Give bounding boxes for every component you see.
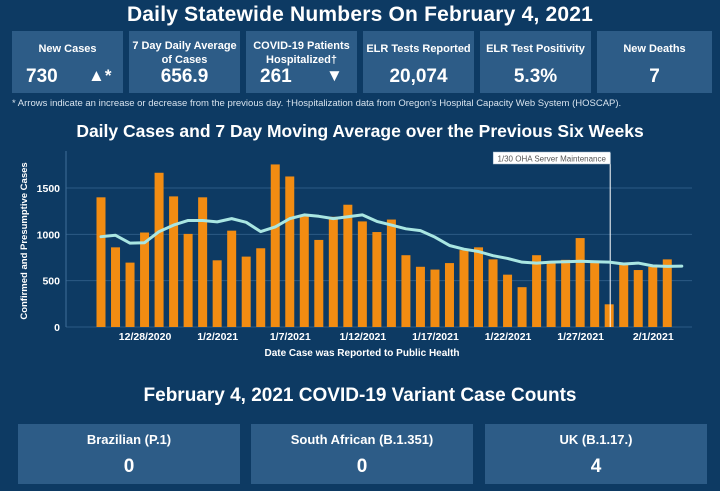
card-elr-tests[interactable]: ELR Tests Reported 20,074: [363, 31, 474, 93]
card-label: New Deaths: [623, 43, 686, 55]
y-tick-label: 1500: [37, 183, 61, 195]
bar-daily-cases: [183, 233, 193, 327]
bar-daily-cases: [198, 197, 208, 327]
variant-value: 4: [590, 456, 602, 477]
card-value: 5.3%: [513, 66, 558, 87]
card-label: New Cases: [38, 43, 97, 55]
bar-daily-cases: [590, 262, 600, 327]
variant-value: 0: [123, 456, 135, 477]
bar-daily-cases: [415, 266, 425, 327]
chart-title: Daily Cases and 7 Day Moving Average ove…: [76, 121, 644, 141]
bar-daily-cases: [604, 304, 614, 327]
bar-daily-cases: [96, 197, 106, 327]
bar-daily-cases: [401, 255, 411, 327]
card-value: 20,074: [389, 66, 448, 87]
x-tick-label: 1/17/2021: [412, 331, 459, 343]
bar-daily-cases: [488, 259, 498, 327]
bar-daily-cases: [343, 204, 353, 327]
x-axis-title: Date Case was Reported to Public Health: [264, 348, 459, 359]
bar-daily-cases: [430, 269, 440, 327]
variant-card-brazilian[interactable]: Brazilian (P.1) 0: [18, 424, 240, 484]
bar-daily-cases: [125, 262, 135, 327]
variant-card-uk[interactable]: UK (B.1.17.) 4: [485, 424, 707, 484]
up-arrow-icon: ▲*: [88, 66, 112, 85]
bar-daily-cases: [503, 274, 513, 327]
x-tick-label: 1/12/2021: [340, 331, 387, 343]
bar-daily-cases: [357, 221, 367, 327]
x-tick-label: 1/7/2021: [270, 331, 311, 343]
card-label: 7 Day Daily Average of Cases: [132, 40, 237, 66]
variant-label: UK (B.1.17.): [559, 432, 633, 447]
x-tick-label: 1/27/2021: [557, 331, 604, 343]
bar-daily-cases: [459, 250, 469, 327]
variant-card-south-african[interactable]: South African (B.1.351) 0: [251, 424, 473, 484]
bar-daily-cases: [633, 270, 643, 327]
footnote: * Arrows indicate an increase or decreas…: [12, 98, 622, 109]
annotation-label: 1/30 OHA Server Maintenance: [497, 155, 606, 164]
bar-daily-cases: [532, 255, 542, 327]
x-tick-label: 12/28/2020: [119, 331, 172, 343]
card-value: 7: [649, 66, 660, 87]
bar-daily-cases: [619, 263, 629, 327]
card-value: 730: [26, 66, 58, 87]
card-7day-average[interactable]: 7 Day Daily Average of Cases 656.9: [129, 31, 240, 93]
card-label: ELR Tests Reported: [366, 43, 471, 55]
bar-daily-cases: [256, 248, 266, 327]
bar-daily-cases: [154, 172, 164, 327]
x-tick-label: 2/1/2021: [633, 331, 674, 343]
bar-daily-cases: [140, 232, 150, 327]
y-tick-label: 1000: [37, 229, 61, 241]
bar-daily-cases: [474, 247, 484, 327]
variant-label: Brazilian (P.1): [86, 432, 172, 447]
bar-daily-cases: [372, 232, 382, 327]
card-new-cases[interactable]: New Cases 730 ▲*: [12, 31, 123, 93]
card-value: 656.9: [160, 66, 209, 87]
variant-section-title: February 4, 2021 COVID-19 Variant Case C…: [143, 385, 577, 406]
down-arrow-icon: ▼: [326, 66, 343, 85]
annotation-box: [492, 151, 611, 165]
page-title: Daily Statewide Numbers On February 4, 2…: [126, 3, 594, 26]
bar-daily-cases: [285, 176, 295, 327]
bar-daily-cases: [111, 247, 121, 327]
variant-label: South African (B.1.351): [290, 432, 434, 447]
card-new-deaths[interactable]: New Deaths 7: [597, 31, 712, 93]
y-tick-label: 500: [42, 276, 60, 288]
x-tick-label: 1/22/2021: [485, 331, 532, 343]
bar-daily-cases: [227, 230, 237, 327]
bar-daily-cases: [241, 256, 251, 327]
y-axis-title: Confirmed and Presumptive Cases: [19, 162, 30, 319]
moving-average-line: [99, 213, 684, 268]
cases-chart: 0 500 1000 1500 1/30 OHA Server Maintenance 1…: [19, 151, 692, 359]
variant-value: 0: [356, 456, 368, 477]
bar-daily-cases: [328, 216, 338, 327]
bar-daily-cases: [575, 238, 585, 327]
card-hospitalized[interactable]: COVID-19 Patients Hospitalized† 261 ▼: [246, 31, 357, 93]
card-label: ELR Test Positivity: [486, 43, 585, 55]
bar-daily-cases: [444, 263, 454, 327]
bar-daily-cases: [314, 239, 324, 327]
bar-daily-cases: [648, 266, 658, 327]
bar-daily-cases: [561, 259, 571, 327]
bar-daily-cases: [517, 287, 527, 327]
card-label: COVID-19 Patients Hospitalized†: [253, 40, 350, 66]
bar-daily-cases: [386, 219, 396, 327]
bar-daily-cases: [299, 214, 309, 327]
kpi-cards: New Cases 730 ▲* 7 Day Daily Average of …: [12, 31, 712, 93]
y-tick-label: 0: [54, 322, 60, 334]
bar-daily-cases: [546, 262, 556, 327]
bar-daily-cases: [662, 259, 672, 327]
x-tick-label: 1/2/2021: [197, 331, 238, 343]
card-test-positivity[interactable]: ELR Test Positivity 5.3%: [480, 31, 591, 93]
bar-daily-cases: [270, 164, 280, 327]
bar-daily-cases: [169, 196, 179, 327]
card-value: 261: [260, 66, 292, 87]
bar-daily-cases: [212, 260, 222, 327]
